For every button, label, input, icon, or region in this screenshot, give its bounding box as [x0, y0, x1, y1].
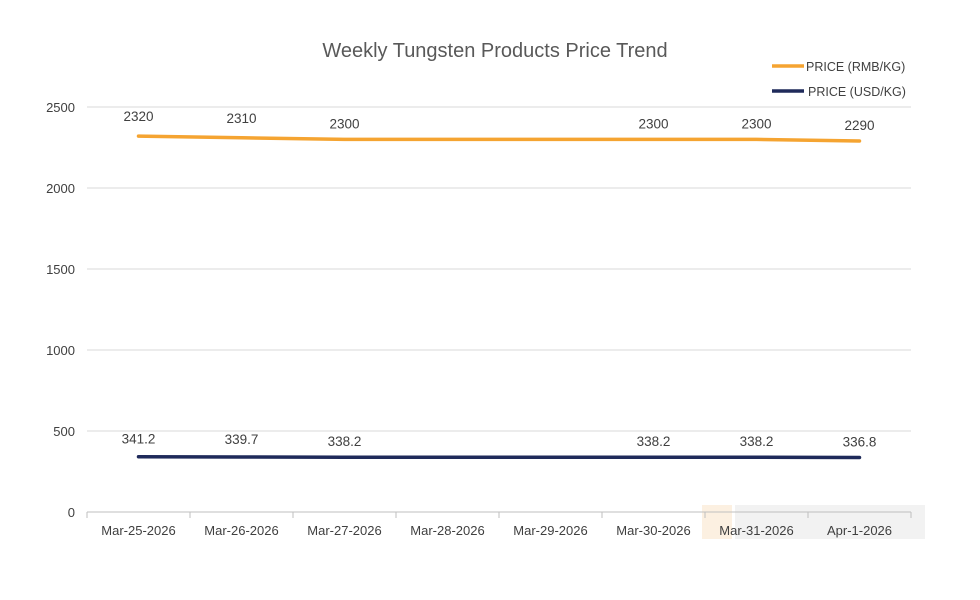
data-label: 338.2: [637, 434, 671, 449]
watermark-logo: [702, 505, 925, 539]
data-label: 2290: [844, 118, 874, 133]
x-tick-label: Mar-25-2026: [101, 523, 175, 538]
data-label: 2310: [226, 111, 256, 126]
data-label: 2300: [638, 116, 668, 131]
y-tick-label: 2000: [46, 181, 75, 196]
data-label: 336.8: [843, 434, 877, 449]
x-tick-label: Mar-30-2026: [616, 523, 690, 538]
legend-label: PRICE (RMB/KG): [806, 60, 905, 74]
x-tick-label: Apr-1-2026: [827, 523, 892, 538]
data-label: 339.7: [225, 432, 259, 447]
data-label: 2300: [329, 116, 359, 131]
series-line-1: [136, 454, 862, 460]
y-tick-label: 1000: [46, 343, 75, 358]
series-line-0: [136, 134, 862, 143]
data-label: 338.2: [328, 434, 362, 449]
chart-title: Weekly Tungsten Products Price Trend: [322, 40, 667, 62]
legend-label: PRICE (USD/KG): [808, 85, 906, 99]
y-tick-label: 2500: [46, 100, 75, 115]
y-tick-label: 1500: [46, 262, 75, 277]
x-tick-label: Mar-27-2026: [307, 523, 381, 538]
data-label: 341.2: [122, 432, 156, 447]
data-label: 2300: [741, 116, 771, 131]
x-tick-label: Mar-31-2026: [719, 523, 793, 538]
y-tick-label: 0: [68, 505, 75, 520]
y-tick-label: 500: [53, 424, 75, 439]
x-tick-label: Mar-29-2026: [513, 523, 587, 538]
x-tick-label: Mar-26-2026: [204, 523, 278, 538]
data-label: 2320: [123, 109, 153, 124]
x-tick-label: Mar-28-2026: [410, 523, 484, 538]
data-label: 338.2: [740, 434, 774, 449]
